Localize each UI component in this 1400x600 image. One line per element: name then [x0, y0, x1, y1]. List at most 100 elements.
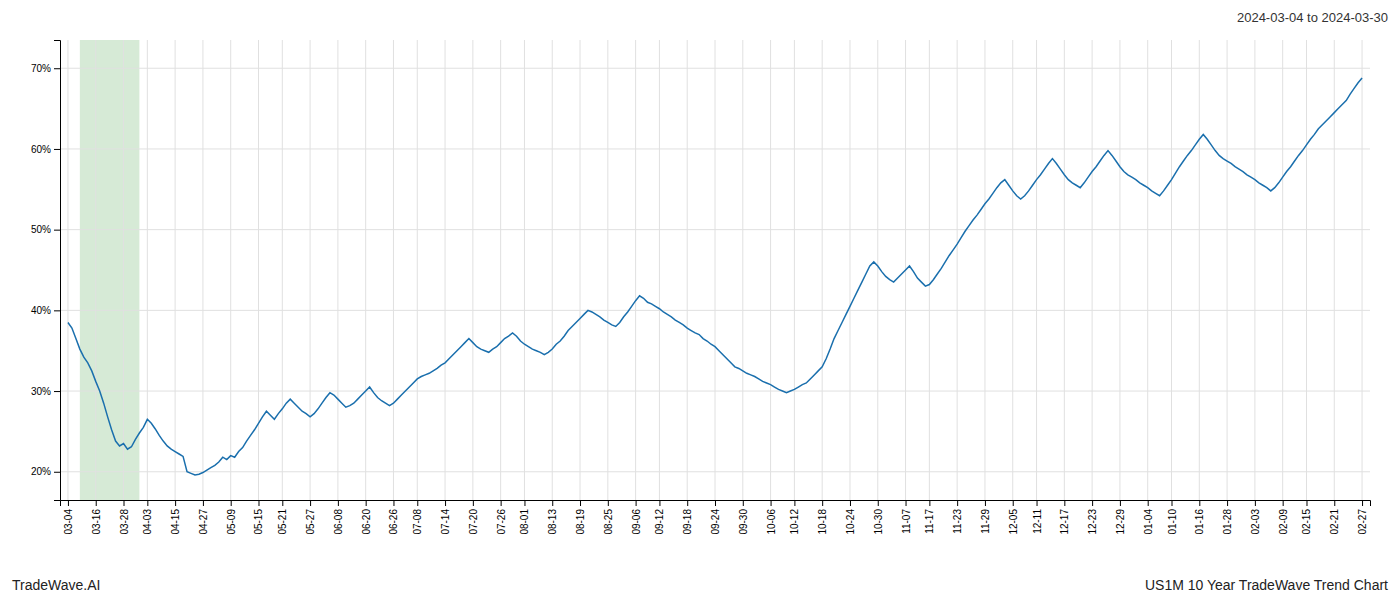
y-tick-mark [54, 68, 60, 69]
x-tick-mark [1362, 500, 1363, 506]
y-axis-line [54, 41, 61, 501]
x-tick-label: 07-14 [440, 509, 451, 535]
x-tick-label: 12-17 [1059, 509, 1070, 535]
x-tick-label: 01-28 [1222, 509, 1233, 535]
y-tick: 30% [31, 386, 60, 397]
y-axis: 20%30%40%50%60%70% [31, 41, 61, 501]
x-tick: 06-20 [361, 500, 372, 535]
x-tick-label: 05-15 [253, 509, 264, 535]
x-tick-mark [1064, 500, 1065, 506]
x-tick: 02-09 [1278, 500, 1289, 535]
x-tick-label: 02-15 [1301, 509, 1312, 535]
grid-line-x [202, 40, 203, 500]
footer-annotation: TradeWave.AI [12, 577, 100, 593]
grid-line-x [67, 40, 68, 500]
x-tick-mark [687, 500, 688, 506]
x-tick-mark [124, 500, 125, 506]
x-tick-mark [743, 500, 744, 506]
grid-line-x [607, 40, 608, 500]
grid-line-x [1227, 40, 1228, 500]
x-tick-mark [338, 500, 339, 506]
grid-line-x [1334, 40, 1335, 500]
x-tick-label: 09-30 [738, 509, 749, 535]
grid-line-x [552, 40, 553, 500]
x-tick: 08-25 [603, 500, 614, 535]
grid-line-x [365, 40, 366, 500]
grid-line-x [742, 40, 743, 500]
x-tick: 01-04 [1143, 500, 1154, 535]
x-tick-mark [473, 500, 474, 506]
x-tick-label: 06-26 [388, 509, 399, 535]
x-tick: 07-14 [440, 500, 451, 535]
x-tick-label: 01-16 [1194, 509, 1205, 535]
x-tick-label: 08-19 [575, 509, 586, 535]
x-tick-label: 03-04 [63, 509, 74, 535]
x-tick: 05-09 [226, 500, 237, 535]
x-tick-mark [878, 500, 879, 506]
chart-title: 2024-03-04 to 2024-03-30 [1237, 10, 1388, 25]
x-tick: 06-08 [333, 500, 344, 535]
x-tick-label: 08-13 [547, 509, 558, 535]
x-tick: 06-26 [388, 500, 399, 535]
x-tick-mark [96, 500, 97, 506]
x-tick: 10-06 [766, 500, 777, 535]
grid-line-x [123, 40, 124, 500]
grid-line-x [1012, 40, 1013, 500]
x-tick-mark [1306, 500, 1307, 506]
x-tick-mark [794, 500, 795, 506]
x-tick-label: 12-11 [1032, 509, 1043, 534]
x-tick-label: 10-06 [766, 509, 777, 535]
x-tick-mark [203, 500, 204, 506]
grid-line-x [1199, 40, 1200, 500]
x-tick-mark [929, 500, 930, 506]
x-tick: 02-27 [1357, 500, 1368, 535]
x-tick: 05-21 [277, 500, 288, 535]
grid-line-x [822, 40, 823, 500]
x-tick-label: 02-03 [1250, 509, 1261, 535]
x-tick: 09-18 [682, 500, 693, 535]
grid-line-x [687, 40, 688, 500]
x-axis-line [61, 501, 1371, 507]
x-tick: 01-16 [1194, 500, 1205, 535]
x-tick: 01-10 [1167, 500, 1178, 535]
x-tick-label: 07-26 [496, 509, 507, 535]
x-tick-label: 09-06 [631, 509, 642, 535]
y-tick: 50% [31, 224, 60, 235]
x-tick: 11-17 [924, 500, 935, 534]
x-tick: 08-19 [575, 500, 586, 535]
grid-line-x [929, 40, 930, 500]
grid-line-x [715, 40, 716, 500]
grid-line-x [1092, 40, 1093, 500]
x-tick-label: 04-15 [170, 509, 181, 535]
x-tick: 04-15 [170, 500, 181, 535]
x-tick-mark [231, 500, 232, 506]
x-tick-mark [1172, 500, 1173, 506]
grid-line-x [310, 40, 311, 500]
x-tick-mark [175, 500, 176, 506]
x-tick-mark [501, 500, 502, 506]
grid-line-x [1036, 40, 1037, 500]
x-tick-label: 11-07 [901, 509, 912, 534]
x-tick-label: 05-09 [226, 509, 237, 535]
x-tick: 10-18 [817, 500, 828, 535]
grid-line-x [1254, 40, 1255, 500]
x-tick-mark [850, 500, 851, 506]
grid-line-x [472, 40, 473, 500]
grid-line-x [659, 40, 660, 500]
x-tick: 12-29 [1115, 500, 1126, 535]
x-tick: 12-23 [1087, 500, 1098, 535]
highlight-band [80, 40, 140, 500]
x-tick: 09-30 [738, 500, 749, 535]
grid-line-x [635, 40, 636, 500]
x-tick-label: 04-03 [142, 509, 153, 535]
x-tick-label: 09-12 [654, 509, 665, 535]
x-tick-mark [636, 500, 637, 506]
x-tick: 09-24 [710, 500, 721, 535]
grid-line-x [337, 40, 338, 500]
x-tick: 10-30 [873, 500, 884, 535]
x-tick-label: 04-27 [198, 509, 209, 535]
x-tick-mark [366, 500, 367, 506]
plot-area: 03-0403-1603-2804-0304-1504-2705-0905-15… [31, 40, 1371, 535]
grid-line-x [445, 40, 446, 500]
x-tick-mark [552, 500, 553, 506]
